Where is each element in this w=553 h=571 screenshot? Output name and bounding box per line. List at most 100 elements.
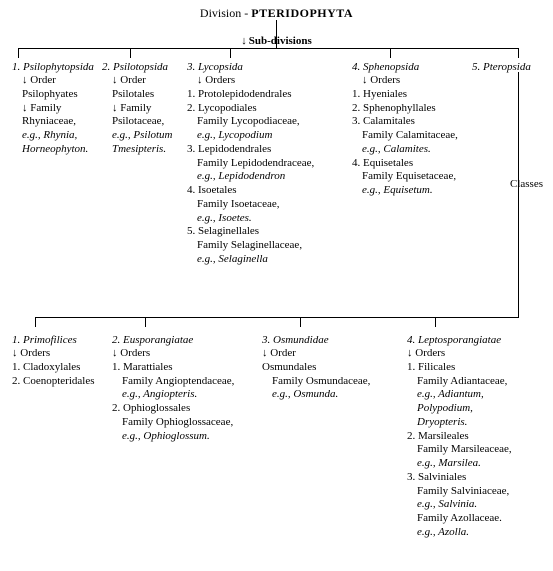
classes-row: 1. Primofilices ↓ Orders 1. Cladoxylales… bbox=[10, 334, 543, 540]
taxon-line: Family Ophioglossaceae, bbox=[112, 416, 233, 430]
taxon-line: 1. Cladoxylales bbox=[12, 361, 80, 375]
taxon-line: e.g., Psilotum bbox=[102, 129, 173, 143]
taxon-line: Family Calamitaceae, bbox=[352, 129, 458, 143]
taxon-line: e.g., Rhynia, bbox=[12, 129, 77, 143]
connector-line bbox=[145, 317, 146, 327]
taxon-line: e.g., Salvinia. bbox=[407, 498, 477, 512]
taxon-line: 1. Hyeniales bbox=[352, 88, 407, 102]
taxon-head: 3. Osmundidae bbox=[262, 334, 329, 346]
taxon-line: Psilotaceae, bbox=[102, 115, 164, 129]
connector-line bbox=[18, 48, 518, 49]
taxon-head: 4. Leptosporangiatae bbox=[407, 334, 501, 346]
taxon-line: e.g., Adiantum, bbox=[407, 388, 484, 402]
taxon-head: 2. Eusporangiatae bbox=[112, 334, 193, 346]
connector-line bbox=[35, 317, 36, 327]
diagram-title: Division - PTERIDOPHYTA bbox=[10, 6, 543, 21]
taxon-line: Family Isoetaceae, bbox=[187, 198, 279, 212]
taxon-line: ↓ Family bbox=[12, 102, 61, 116]
taxon-line: ↓ Order bbox=[262, 347, 296, 361]
taxon-line: ↓ Orders bbox=[12, 347, 50, 361]
taxon-line: e.g., Selaginella bbox=[187, 253, 268, 267]
taxon-line: Polypodium, bbox=[407, 402, 473, 416]
taxon-line: e.g., Angiopteris. bbox=[112, 388, 197, 402]
taxon-line: Family Selaginellaceae, bbox=[187, 239, 302, 253]
subdivisions-text: Sub-divisions bbox=[249, 35, 312, 47]
taxon-line: e.g., Azolla. bbox=[407, 526, 469, 540]
taxon-line: 3. Lepidodendrales bbox=[187, 143, 271, 157]
taxon-head: 1. Psilophytopsida bbox=[12, 61, 94, 73]
taxon-line: ↓ Orders bbox=[112, 347, 150, 361]
taxon-line: e.g., Equisetum. bbox=[352, 184, 433, 198]
taxon-line: 4. Equisetales bbox=[352, 157, 413, 171]
connector-line bbox=[230, 48, 231, 58]
col-psilotopsida: 2. Psilotopsida ↓ Order Psilotales ↓ Fam… bbox=[100, 61, 185, 157]
taxon-line: 3. Salviniales bbox=[407, 471, 466, 485]
connector-line bbox=[300, 317, 301, 327]
taxon-line: Osmundales bbox=[262, 361, 316, 375]
division-name: PTERIDOPHYTA bbox=[251, 6, 353, 20]
col-lycopsida: 3. Lycopsida ↓ Orders 1. Protolepidodend… bbox=[185, 61, 350, 267]
taxon-line: Tmesipteris. bbox=[102, 143, 166, 157]
taxon-line: e.g., Ophioglossum. bbox=[112, 430, 210, 444]
col-psilophytopsida: 1. Psilophytopsida ↓ Order Psilophyates … bbox=[10, 61, 100, 157]
connector-line bbox=[18, 48, 19, 58]
taxon-head: 2. Psilotopsida bbox=[102, 61, 168, 73]
taxon-head: 1. Primofilices bbox=[12, 334, 77, 346]
taxon-line: 2. Ophioglossales bbox=[112, 402, 190, 416]
connector-line bbox=[276, 20, 277, 48]
taxon-line: e.g., Marsilea. bbox=[407, 457, 481, 471]
taxon-line: 4. Isoetales bbox=[187, 184, 236, 198]
taxon-head: 5. Pteropsida bbox=[472, 61, 531, 73]
taxon-line: Psilophyates bbox=[12, 88, 78, 102]
col-osmundidae: 3. Osmundidae ↓ Order Osmundales Family … bbox=[260, 334, 405, 402]
connector-line bbox=[435, 317, 436, 327]
taxon-line: Rhyniaceae, bbox=[12, 115, 76, 129]
taxon-line: 2. Lycopodiales bbox=[187, 102, 257, 116]
taxon-line: ↓ Orders bbox=[407, 347, 445, 361]
taxon-line: Dryopteris. bbox=[407, 416, 467, 430]
connector-line bbox=[390, 48, 391, 58]
col-sphenopsida: 4. Sphenopsida ↓ Orders 1. Hyeniales 2. … bbox=[350, 61, 470, 198]
down-arrow-icon: ↓ bbox=[241, 35, 247, 47]
taxon-line: Family Adiantaceae, bbox=[407, 375, 507, 389]
taxon-head: 4. Sphenopsida bbox=[352, 61, 419, 73]
taxon-line: e.g., Lepidodendron bbox=[187, 170, 285, 184]
taxon-line: Family Lycopodiaceae, bbox=[187, 115, 300, 129]
taxon-line: 1. Protolepidodendrales bbox=[187, 88, 291, 102]
taxon-line: 2. Coenopteridales bbox=[12, 375, 94, 389]
taxon-line: Psilotales bbox=[102, 88, 154, 102]
connector-line bbox=[130, 48, 131, 58]
taxon-line: 2. Sphenophyllales bbox=[352, 102, 436, 116]
taxon-line: Horneophyton. bbox=[12, 143, 88, 157]
taxon-line: ↓ Order bbox=[12, 74, 56, 88]
taxon-line: e.g., Calamites. bbox=[352, 143, 431, 157]
connector-line bbox=[518, 48, 519, 58]
taxon-line: Family Azollaceae. bbox=[407, 512, 502, 526]
taxon-head: 3. Lycopsida bbox=[187, 61, 243, 73]
taxon-line: ↓ Family bbox=[102, 102, 151, 116]
taxon-line: 1. Filicales bbox=[407, 361, 455, 375]
col-primofilices: 1. Primofilices ↓ Orders 1. Cladoxylales… bbox=[10, 334, 110, 388]
taxon-line: 1. Marattiales bbox=[112, 361, 172, 375]
taxon-line: e.g., Lycopodium bbox=[187, 129, 272, 143]
col-pteropsida: 5. Pteropsida bbox=[470, 61, 540, 74]
subdivisions-row: 1. Psilophytopsida ↓ Order Psilophyates … bbox=[10, 61, 543, 267]
taxon-line: Family Lepidodendraceae, bbox=[187, 157, 314, 171]
taxon-line: 2. Marsileales bbox=[407, 430, 469, 444]
taxon-line: ↓ Orders bbox=[187, 74, 235, 88]
taxon-line: Family Equisetaceae, bbox=[352, 170, 456, 184]
taxon-line: 3. Calamitales bbox=[352, 115, 415, 129]
taxon-line: Family Angioptendaceae, bbox=[112, 375, 234, 389]
classes-label: Classes bbox=[510, 178, 543, 190]
col-eusporangiatae: 2. Eusporangiatae ↓ Orders 1. Marattiale… bbox=[110, 334, 260, 443]
taxon-line: e.g., Isoetes. bbox=[187, 212, 252, 226]
taxon-line: Family Osmundaceae, bbox=[262, 375, 370, 389]
taxon-line: ↓ Order bbox=[102, 74, 146, 88]
taxon-line: Family Salviniaceae, bbox=[407, 485, 509, 499]
taxon-line: 5. Selaginellales bbox=[187, 225, 259, 239]
connector-line bbox=[35, 317, 519, 318]
taxon-line: e.g., Osmunda. bbox=[262, 388, 338, 402]
division-label: Division - bbox=[200, 6, 251, 20]
connector-line bbox=[518, 72, 519, 317]
taxon-line: ↓ Orders bbox=[352, 74, 400, 88]
